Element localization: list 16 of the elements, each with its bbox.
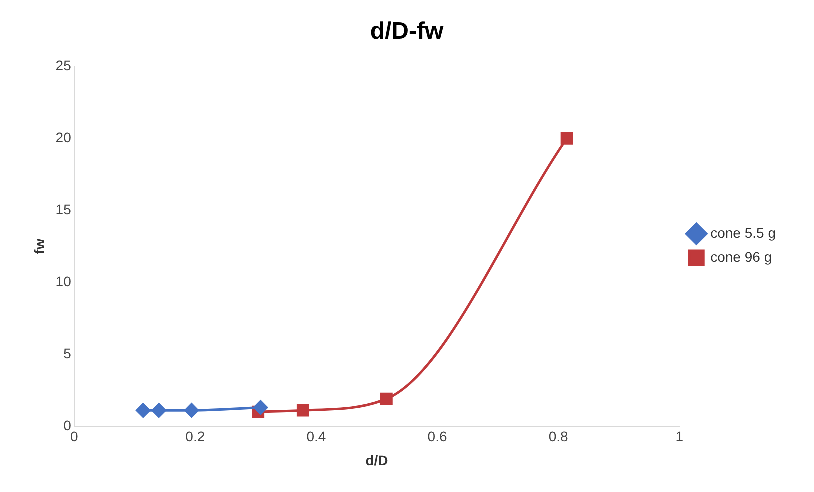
y-tick-label: 10 (56, 273, 72, 290)
x-tick-label: 0.2 (186, 428, 206, 445)
x-tick-label: 0.4 (306, 428, 326, 445)
y-tick-label: 20 (56, 130, 72, 146)
legend-label: cone 96 g (710, 248, 772, 265)
y-tick-label: 0 (64, 417, 72, 434)
y-tick-label: 15 (56, 202, 72, 218)
legend-label: cone 5.5 g (710, 224, 776, 241)
y-tick-label: 25 (56, 58, 72, 74)
y-tick-label: 5 (64, 345, 72, 362)
x-axis-title: d/D (366, 452, 388, 468)
x-tick-label: 0.6 (428, 428, 448, 445)
chart-title: d/D-fw (370, 18, 444, 46)
x-tick-label: 0.8 (548, 428, 569, 445)
x-tick-label: 1 (676, 428, 684, 445)
y-axis-title: fw (31, 238, 48, 254)
